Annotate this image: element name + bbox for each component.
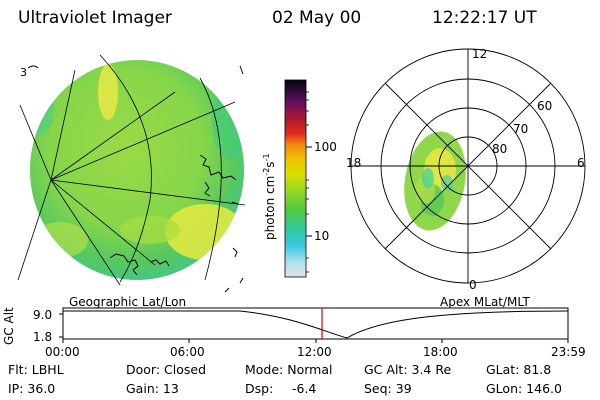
alt-plot-ylabel: GC Alt <box>2 307 16 345</box>
alt-plot-xtick: 18:00 <box>423 345 458 359</box>
glat-status: GLat: 81.8 <box>486 362 552 377</box>
mlat-label-80: 80 <box>492 142 508 156</box>
mlat-label-60: 60 <box>537 99 553 113</box>
alt-plot-xtick: 23:59 <box>551 345 586 359</box>
alt-plot-xtick: 12:00 <box>297 345 332 359</box>
geographic-image: 3 <box>17 54 246 293</box>
colorbar-tick-10: 10 <box>314 229 330 243</box>
gc-alt-status: GC Alt: 3.4 Re <box>364 362 452 377</box>
dsp-value: -6.4 <box>292 381 317 396</box>
ip-status: IP: 36.0 <box>8 381 56 396</box>
polar-plot <box>350 48 586 284</box>
altitude-plot <box>59 307 569 343</box>
mlt-label-18: 18 <box>346 156 362 170</box>
mlat-label-70: 70 <box>513 122 529 136</box>
corner-mark: 3 <box>20 66 27 79</box>
gain-status: Gain: 13 <box>126 381 179 396</box>
filter-status: Flt: LBHL <box>8 362 64 377</box>
dsp-label: Dsp: <box>245 381 274 396</box>
alt-plot-xtick: 00:00 <box>45 345 80 359</box>
mode-status: Mode: Normal <box>245 362 333 377</box>
mlt-label-0: 0 <box>469 278 477 292</box>
seq-status: Seq: 39 <box>364 381 412 396</box>
mlt-label-6: 6 <box>577 156 585 170</box>
instrument-title: Ultraviolet Imager <box>18 8 172 28</box>
glon-status: GLon: 146.0 <box>486 381 562 396</box>
geographic-label: Geographic Lat/Lon <box>69 295 187 309</box>
colorbar <box>284 79 312 278</box>
mlt-label-12: 12 <box>472 47 488 61</box>
alt-plot-ymax: 9.0 <box>33 308 53 322</box>
door-status: Door: Closed <box>126 362 207 377</box>
colorbar-unit: photon cm-2s-1 <box>262 153 277 240</box>
alt-plot-xtick: 06:00 <box>170 345 205 359</box>
colorbar-tick-100: 100 <box>314 140 337 154</box>
image-time: 12:22:17 UT <box>432 8 537 28</box>
image-date: 02 May 00 <box>272 8 362 28</box>
apex-label: Apex MLat/MLT <box>440 295 530 309</box>
alt-plot-ymin: 1.8 <box>33 330 53 344</box>
